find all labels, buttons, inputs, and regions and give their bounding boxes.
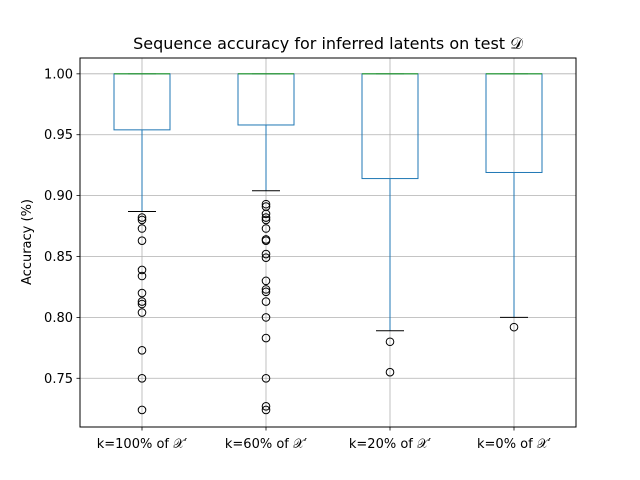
box-group [237,73,295,415]
outlier-point [261,236,271,245]
outlier-point [261,199,271,209]
outlier-point [137,213,147,222]
outlier-point [261,209,271,219]
y-tick-label: 0.75 [44,372,73,387]
grid-lines [80,58,576,427]
outlier-point [261,215,271,225]
outlier-point [261,401,271,411]
y-tick-label: 0.85 [44,250,73,265]
outlier-point [261,213,271,222]
outlier-point [261,287,271,297]
outlier-point [509,322,519,332]
outlier-point [261,313,271,322]
outlier-point [261,297,271,306]
box-series [113,73,543,415]
outlier-point [137,215,147,225]
outlier-point [137,297,147,306]
y-axis-label: Accuracy (%) [20,199,35,285]
outlier-point [385,337,395,347]
outlier-point [261,333,271,343]
box-group [361,73,419,377]
outlier-point [385,367,395,377]
outlier-point [261,253,271,263]
outlier-point [137,405,147,415]
outlier-point [137,373,147,383]
y-tick-label: 0.80 [44,311,73,326]
outlier-point [137,308,147,317]
outlier-point [137,224,147,233]
outlier-point [261,249,271,259]
outlier-point [137,271,147,281]
plot-frame [79,57,577,428]
outlier-point [137,265,147,275]
outlier-point [261,405,271,415]
chart-title: Sequence accuracy for inferred latents o… [133,34,523,53]
box-group [485,73,543,332]
outlier-point [261,373,271,383]
outlier-point [137,236,147,245]
box-group [113,73,171,415]
x-tick-label: k=20% of 𝒳′ [349,437,431,452]
outlier-point [261,285,271,294]
outlier-point [261,224,271,233]
axis-ticks: 0.75 0.80 0.85 0.90 0.95 1.00 k=100% of 𝒳′ k=60… [44,67,551,452]
outlier-point [137,288,147,298]
outlier-point [261,276,271,286]
outlier-point [137,299,147,309]
y-tick-label: 0.90 [44,189,73,204]
x-tick-label: k=100% of 𝒳′ [97,437,188,452]
x-tick-label: k=0% of 𝒳′ [477,437,551,452]
y-tick-label: 0.95 [44,128,73,143]
outlier-point [137,345,147,355]
y-tick-label: 1.00 [44,67,73,82]
x-tick-label: k=60% of 𝒳′ [225,437,307,452]
